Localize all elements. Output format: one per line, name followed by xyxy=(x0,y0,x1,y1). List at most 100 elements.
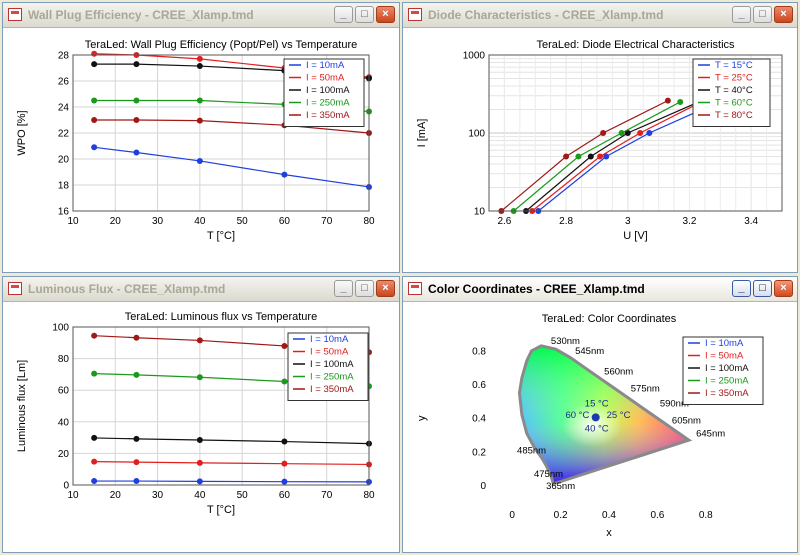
data-point xyxy=(591,413,600,422)
y-tick-label: 60 xyxy=(58,386,70,397)
wavelength-label: 530nm xyxy=(551,336,580,347)
minimize-button[interactable]: _ xyxy=(732,280,751,297)
legend-entry: T = 80°C xyxy=(715,110,753,121)
window-color-coordinates[interactable]: Color Coordinates - CREE_Xlamp.tmd _ □ ×… xyxy=(402,276,798,553)
legend-entry: I = 350mA xyxy=(705,388,749,399)
window-luminous-flux[interactable]: Luminous Flux - CREE_Xlamp.tmd _ □ × Ter… xyxy=(2,276,400,553)
window-title: Luminous Flux - CREE_Xlamp.tmd xyxy=(28,282,226,296)
data-point xyxy=(91,50,98,57)
y-tick-label: 0.2 xyxy=(472,447,486,458)
maximize-button[interactable]: □ xyxy=(753,280,772,297)
series-i-350ma xyxy=(91,117,372,136)
minimize-button[interactable]: _ xyxy=(334,6,353,23)
luminous-flux-chart: TeraLed: Luminous flux vs Temperature 10 2… xyxy=(16,311,375,516)
y-tick-label: 26 xyxy=(58,77,70,88)
data-point xyxy=(597,153,604,160)
data-point xyxy=(637,130,644,136)
series-i-100ma xyxy=(91,434,372,447)
wpe-chart: TeraLed: Wall Plug Efficiency (Popt/Pel)… xyxy=(16,39,375,242)
data-point xyxy=(196,478,203,485)
chart-title: TeraLed: Wall Plug Efficiency (Popt/Pel)… xyxy=(85,39,357,51)
x-tick-label: 0.8 xyxy=(699,510,713,521)
window-wall-plug-efficiency[interactable]: Wall Plug Efficiency - CREE_Xlamp.tmd _ … xyxy=(2,2,400,273)
series-t-80-c xyxy=(498,97,671,214)
data-point xyxy=(646,130,653,136)
data-point xyxy=(133,334,140,341)
annotation: 15 °C xyxy=(585,398,609,409)
x-tick-label: 0.6 xyxy=(650,510,664,521)
annotation: 40 °C xyxy=(585,424,609,435)
y-axis-label: WPO [%] xyxy=(16,110,28,155)
x-tick-label: 0.4 xyxy=(602,510,616,521)
titlebar[interactable]: Wall Plug Efficiency - CREE_Xlamp.tmd _ … xyxy=(3,3,399,28)
data-point xyxy=(281,460,288,467)
legend-entry: I = 250mA xyxy=(705,376,749,387)
close-button[interactable]: × xyxy=(774,6,793,23)
data-point xyxy=(677,98,684,105)
x-tick-label: 80 xyxy=(363,216,375,227)
titlebar[interactable]: Color Coordinates - CREE_Xlamp.tmd _ □ × xyxy=(403,277,797,302)
data-point xyxy=(196,55,203,62)
window-title: Color Coordinates - CREE_Xlamp.tmd xyxy=(428,282,645,296)
x-tick-label: 70 xyxy=(321,490,333,501)
y-tick-label: 18 xyxy=(58,181,70,192)
wavelength-label: 560nm xyxy=(604,366,633,377)
maximize-button[interactable]: □ xyxy=(355,280,374,297)
close-button[interactable]: × xyxy=(774,280,793,297)
data-point xyxy=(624,130,631,136)
x-tick-label: 50 xyxy=(237,216,249,227)
document-icon xyxy=(8,282,22,295)
wavelength-label: 575nm xyxy=(631,383,660,394)
data-point xyxy=(196,97,203,104)
wavelength-label: 365nm xyxy=(546,481,575,492)
annotation: 60 °C xyxy=(565,410,589,421)
data-point xyxy=(91,370,98,377)
x-tick-label: 2.8 xyxy=(559,216,573,227)
y-axis-ticks: 16 18 20 22 24 26 28 xyxy=(58,51,70,218)
y-axis-ticks: 0 20 40 60 80 100 xyxy=(52,323,69,492)
titlebar[interactable]: Luminous Flux - CREE_Xlamp.tmd _ □ × xyxy=(3,277,399,302)
y-tick-label: 0 xyxy=(63,481,69,492)
wavelength-label: 605nm xyxy=(672,415,701,426)
maximize-button[interactable]: □ xyxy=(355,6,374,23)
data-point xyxy=(196,337,203,344)
series-line xyxy=(531,104,696,212)
maximize-button[interactable]: □ xyxy=(753,6,772,23)
close-button[interactable]: × xyxy=(376,6,395,23)
close-button[interactable]: × xyxy=(376,280,395,297)
window-diode-characteristics[interactable]: Diode Characteristics - CREE_Xlamp.tmd _… xyxy=(402,2,798,273)
legend-entry: I = 250mA xyxy=(310,372,354,383)
x-tick-label: 30 xyxy=(152,216,164,227)
legend-entry: I = 10mA xyxy=(306,60,345,71)
legend-entry: I = 100mA xyxy=(306,85,350,96)
minimize-button[interactable]: _ xyxy=(732,6,751,23)
x-tick-label: 10 xyxy=(67,490,79,501)
legend-entry: I = 10mA xyxy=(310,334,349,345)
x-axis-label: U [V] xyxy=(623,230,647,242)
wavelength-label: 590nm xyxy=(660,398,689,409)
x-tick-label: 3.4 xyxy=(744,216,758,227)
data-point xyxy=(281,438,288,445)
x-tick-label: 0 xyxy=(509,510,515,521)
wavelength-label: 645nm xyxy=(696,429,725,440)
x-axis-label: T [°C] xyxy=(207,504,235,516)
data-point xyxy=(196,459,203,466)
data-point xyxy=(196,436,203,443)
data-point xyxy=(133,97,140,104)
titlebar[interactable]: Diode Characteristics - CREE_Xlamp.tmd _… xyxy=(403,3,797,28)
x-tick-label: 3.2 xyxy=(683,216,697,227)
data-point xyxy=(281,342,288,349)
minimize-button[interactable]: _ xyxy=(334,280,353,297)
x-tick-label: 10 xyxy=(67,216,79,227)
y-tick-label: 100 xyxy=(468,129,485,140)
window-title: Wall Plug Efficiency - CREE_Xlamp.tmd xyxy=(28,8,254,22)
series-i-10ma xyxy=(91,478,372,485)
legend-entry: I = 250mA xyxy=(306,98,350,109)
x-tick-label: 30 xyxy=(152,490,164,501)
data-point xyxy=(600,130,607,136)
x-axis-ticks: 10 20 30 40 50 60 70 80 xyxy=(67,216,375,227)
data-point xyxy=(133,435,140,442)
